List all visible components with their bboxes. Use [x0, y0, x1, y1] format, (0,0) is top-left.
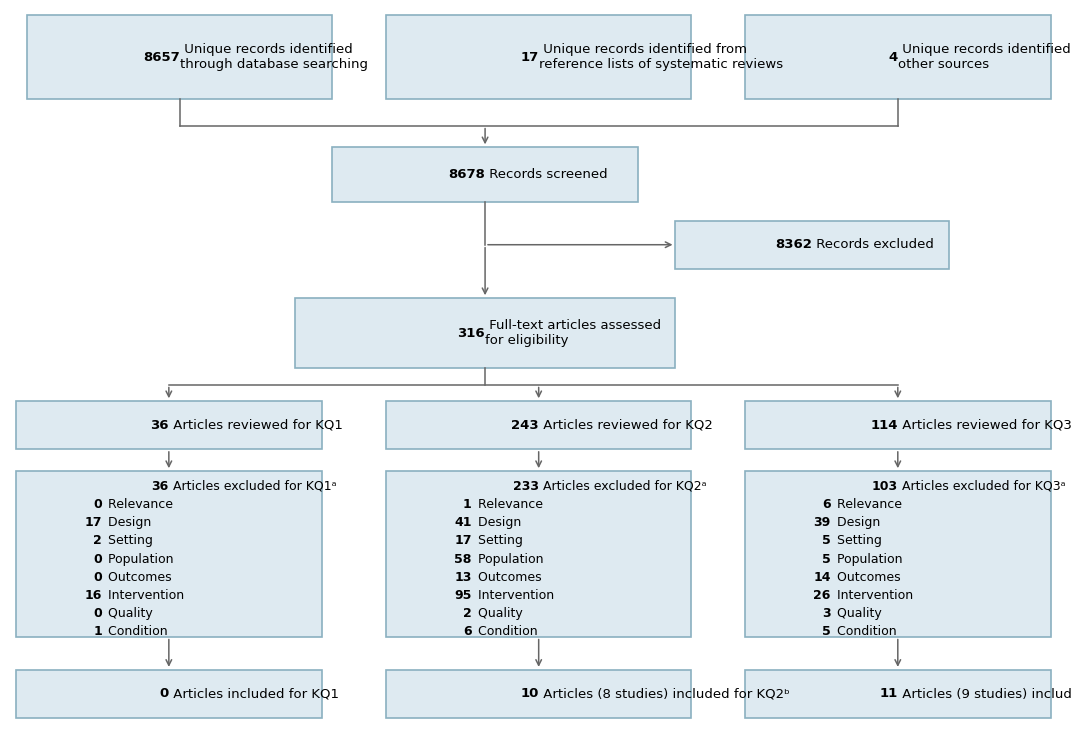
Text: Unique records identified through
other sources: Unique records identified through other …: [897, 43, 1072, 71]
FancyBboxPatch shape: [745, 670, 1051, 718]
Text: 41: 41: [455, 516, 472, 529]
Text: 233: 233: [512, 480, 538, 493]
Text: Full-text articles assessed
for eligibility: Full-text articles assessed for eligibil…: [485, 319, 661, 347]
Text: 36: 36: [151, 480, 168, 493]
Text: 114: 114: [870, 419, 897, 431]
Text: Articles excluded for KQ2ᵃ: Articles excluded for KQ2ᵃ: [538, 480, 706, 493]
Text: 11: 11: [879, 687, 897, 700]
Text: 1: 1: [93, 626, 102, 638]
Text: Unique records identified from
reference lists of systematic reviews: Unique records identified from reference…: [538, 43, 783, 71]
FancyBboxPatch shape: [27, 15, 332, 99]
Text: Relevance: Relevance: [474, 498, 542, 511]
Text: Records screened: Records screened: [485, 169, 608, 181]
Text: 36: 36: [150, 419, 168, 431]
Text: 58: 58: [455, 553, 472, 565]
Text: Intervention: Intervention: [474, 589, 554, 602]
Text: Outcomes: Outcomes: [833, 570, 900, 584]
FancyBboxPatch shape: [745, 15, 1051, 99]
FancyBboxPatch shape: [386, 670, 691, 718]
Text: Relevance: Relevance: [104, 498, 173, 511]
Text: 103: 103: [872, 480, 897, 493]
Text: Articles (8 studies) included for KQ2ᵇ: Articles (8 studies) included for KQ2ᵇ: [538, 687, 790, 700]
Text: Condition: Condition: [833, 626, 896, 638]
Text: Quality: Quality: [104, 607, 152, 620]
FancyBboxPatch shape: [386, 471, 691, 637]
Text: 1: 1: [463, 498, 472, 511]
Text: 6: 6: [822, 498, 831, 511]
Text: 5: 5: [822, 553, 831, 565]
Text: Setting: Setting: [474, 534, 523, 548]
Text: 95: 95: [455, 589, 472, 602]
Text: 3: 3: [822, 607, 831, 620]
Text: 8657: 8657: [143, 51, 179, 63]
Text: 39: 39: [814, 516, 831, 529]
Text: Population: Population: [833, 553, 903, 565]
Text: 17: 17: [455, 534, 472, 548]
Text: 5: 5: [822, 626, 831, 638]
Text: Articles reviewed for KQ2: Articles reviewed for KQ2: [538, 419, 713, 431]
Text: 16: 16: [85, 589, 102, 602]
Text: Setting: Setting: [104, 534, 153, 548]
Text: Population: Population: [104, 553, 174, 565]
Text: 5: 5: [822, 534, 831, 548]
Text: 26: 26: [814, 589, 831, 602]
FancyBboxPatch shape: [16, 670, 322, 718]
Text: Intervention: Intervention: [833, 589, 913, 602]
FancyBboxPatch shape: [332, 147, 638, 202]
Text: 2: 2: [93, 534, 102, 548]
Text: Setting: Setting: [833, 534, 882, 548]
Text: Design: Design: [104, 516, 151, 529]
Text: Design: Design: [833, 516, 880, 529]
Text: Articles reviewed for KQ3: Articles reviewed for KQ3: [897, 419, 1072, 431]
Text: 0: 0: [93, 570, 102, 584]
Text: Unique records identified
through database searching: Unique records identified through databa…: [179, 43, 368, 71]
FancyBboxPatch shape: [16, 471, 322, 637]
Text: Outcomes: Outcomes: [104, 570, 172, 584]
Text: Intervention: Intervention: [104, 589, 184, 602]
Text: Records excluded: Records excluded: [813, 238, 934, 251]
FancyBboxPatch shape: [16, 401, 322, 449]
Text: 4: 4: [889, 51, 897, 63]
Text: 0: 0: [160, 687, 168, 700]
Text: 2: 2: [463, 607, 472, 620]
Text: 14: 14: [814, 570, 831, 584]
Text: 0: 0: [93, 607, 102, 620]
Text: Relevance: Relevance: [833, 498, 902, 511]
Text: Quality: Quality: [833, 607, 881, 620]
Text: 8678: 8678: [448, 169, 485, 181]
Text: Quality: Quality: [474, 607, 522, 620]
Text: 17: 17: [85, 516, 102, 529]
Text: 0: 0: [93, 498, 102, 511]
Text: Articles reviewed for KQ1: Articles reviewed for KQ1: [168, 419, 343, 431]
Text: 0: 0: [93, 553, 102, 565]
Text: Design: Design: [474, 516, 521, 529]
Text: 316: 316: [458, 327, 485, 339]
Text: Articles included for KQ1: Articles included for KQ1: [168, 687, 339, 700]
Text: 8362: 8362: [775, 238, 813, 251]
Text: Articles (9 studies) included for KQ3ᵇ: Articles (9 studies) included for KQ3ᵇ: [897, 687, 1072, 700]
Text: 13: 13: [455, 570, 472, 584]
FancyBboxPatch shape: [675, 221, 949, 269]
Text: Outcomes: Outcomes: [474, 570, 541, 584]
FancyBboxPatch shape: [386, 401, 691, 449]
FancyBboxPatch shape: [745, 471, 1051, 637]
FancyBboxPatch shape: [386, 15, 691, 99]
Text: Condition: Condition: [474, 626, 537, 638]
FancyBboxPatch shape: [745, 401, 1051, 449]
FancyBboxPatch shape: [295, 298, 675, 368]
Text: 243: 243: [511, 419, 538, 431]
Text: Articles excluded for KQ3ᵃ: Articles excluded for KQ3ᵃ: [897, 480, 1066, 493]
Text: Population: Population: [474, 553, 544, 565]
Text: 6: 6: [463, 626, 472, 638]
Text: Condition: Condition: [104, 626, 167, 638]
Text: 17: 17: [520, 51, 538, 63]
Text: 10: 10: [520, 687, 538, 700]
Text: Articles excluded for KQ1ᵃ: Articles excluded for KQ1ᵃ: [168, 480, 337, 493]
